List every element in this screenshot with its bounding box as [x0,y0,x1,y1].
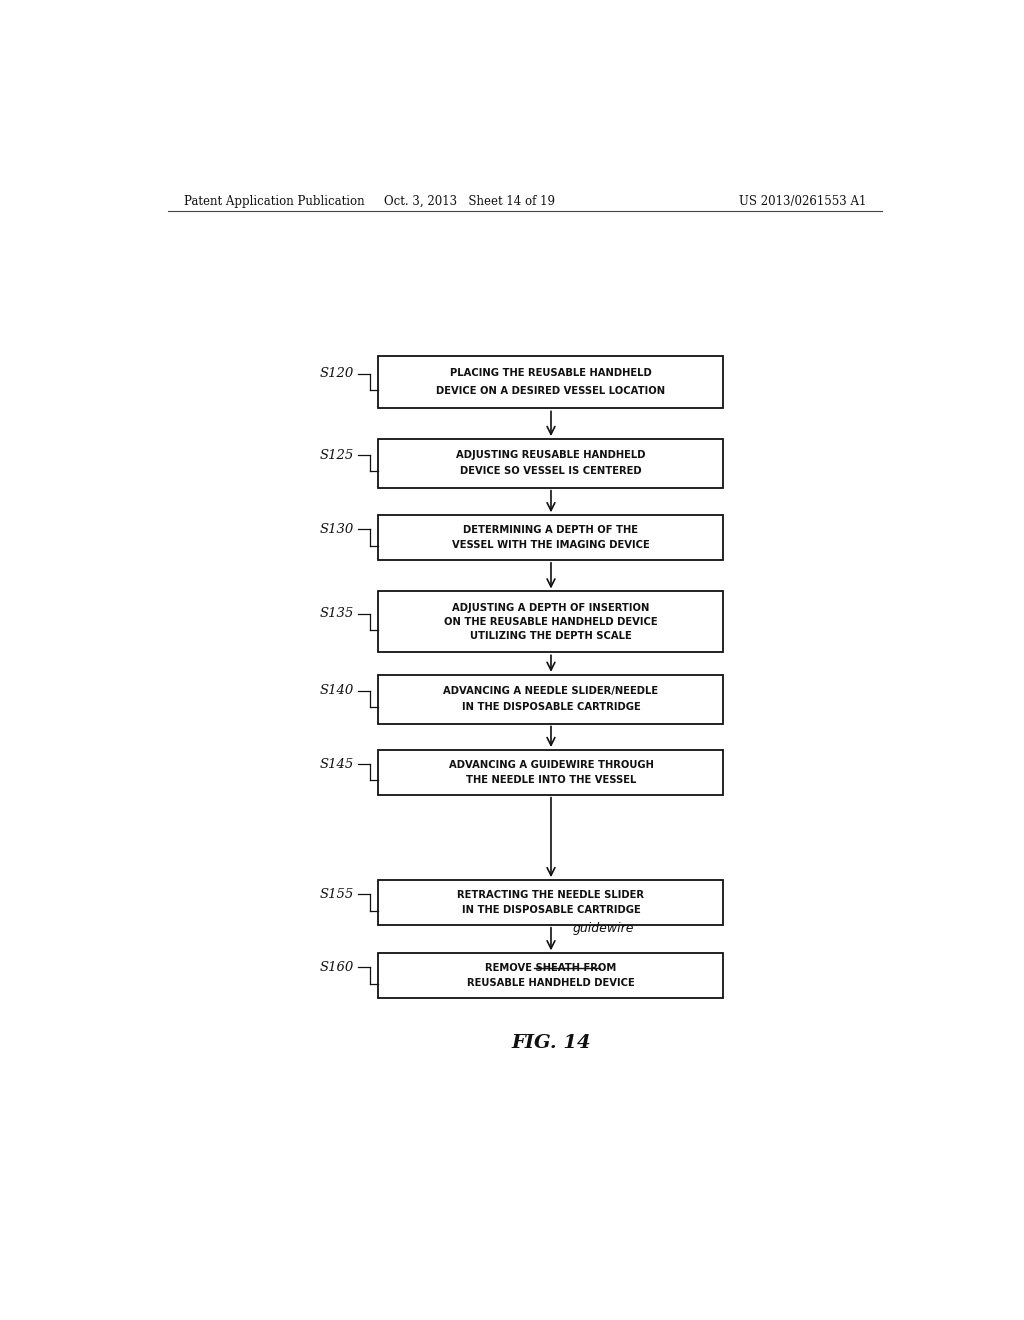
Text: DEVICE ON A DESIRED VESSEL LOCATION: DEVICE ON A DESIRED VESSEL LOCATION [436,385,666,396]
Text: ADJUSTING REUSABLE HANDHELD: ADJUSTING REUSABLE HANDHELD [457,450,646,461]
Text: IN THE DISPOSABLE CARTRIDGE: IN THE DISPOSABLE CARTRIDGE [462,904,640,915]
Bar [378,953,723,998]
Bar [378,750,723,795]
Text: FIG. 14: FIG. 14 [511,1034,591,1052]
Bar [378,675,723,723]
Text: IN THE DISPOSABLE CARTRIDGE: IN THE DISPOSABLE CARTRIDGE [462,702,640,711]
Text: THE NEEDLE INTO THE VESSEL: THE NEEDLE INTO THE VESSEL [466,775,636,784]
Text: US 2013/0261553 A1: US 2013/0261553 A1 [738,194,866,207]
Text: VESSEL WITH THE IMAGING DEVICE: VESSEL WITH THE IMAGING DEVICE [453,540,650,550]
Text: REMOVE SHEATH FROM: REMOVE SHEATH FROM [485,964,616,973]
Text: S145: S145 [319,758,354,771]
Bar [378,515,723,560]
Bar [378,880,723,925]
Text: S120: S120 [319,367,354,380]
Bar [378,440,723,487]
Text: S155: S155 [319,888,354,900]
Text: S130: S130 [319,523,354,536]
Text: PLACING THE REUSABLE HANDHELD: PLACING THE REUSABLE HANDHELD [451,368,652,379]
Text: DEVICE SO VESSEL IS CENTERED: DEVICE SO VESSEL IS CENTERED [460,466,642,477]
Text: S135: S135 [319,607,354,620]
Text: ADVANCING A NEEDLE SLIDER/NEEDLE: ADVANCING A NEEDLE SLIDER/NEEDLE [443,686,658,696]
Bar [378,355,723,408]
Text: RETRACTING THE NEEDLE SLIDER: RETRACTING THE NEEDLE SLIDER [458,890,644,900]
Text: Patent Application Publication: Patent Application Publication [183,194,365,207]
Text: S125: S125 [319,449,354,462]
Text: guidewire: guidewire [572,923,634,936]
Text: Oct. 3, 2013   Sheet 14 of 19: Oct. 3, 2013 Sheet 14 of 19 [384,194,555,207]
Text: S160: S160 [319,961,354,974]
Bar [378,591,723,652]
Text: S140: S140 [319,685,354,697]
Text: ADVANCING A GUIDEWIRE THROUGH: ADVANCING A GUIDEWIRE THROUGH [449,760,653,770]
Text: UTILIZING THE DEPTH SCALE: UTILIZING THE DEPTH SCALE [470,631,632,642]
Text: ADJUSTING A DEPTH OF INSERTION: ADJUSTING A DEPTH OF INSERTION [453,603,649,612]
Text: ON THE REUSABLE HANDHELD DEVICE: ON THE REUSABLE HANDHELD DEVICE [444,616,657,627]
Text: DETERMINING A DEPTH OF THE: DETERMINING A DEPTH OF THE [464,525,639,535]
Text: REUSABLE HANDHELD DEVICE: REUSABLE HANDHELD DEVICE [467,978,635,987]
